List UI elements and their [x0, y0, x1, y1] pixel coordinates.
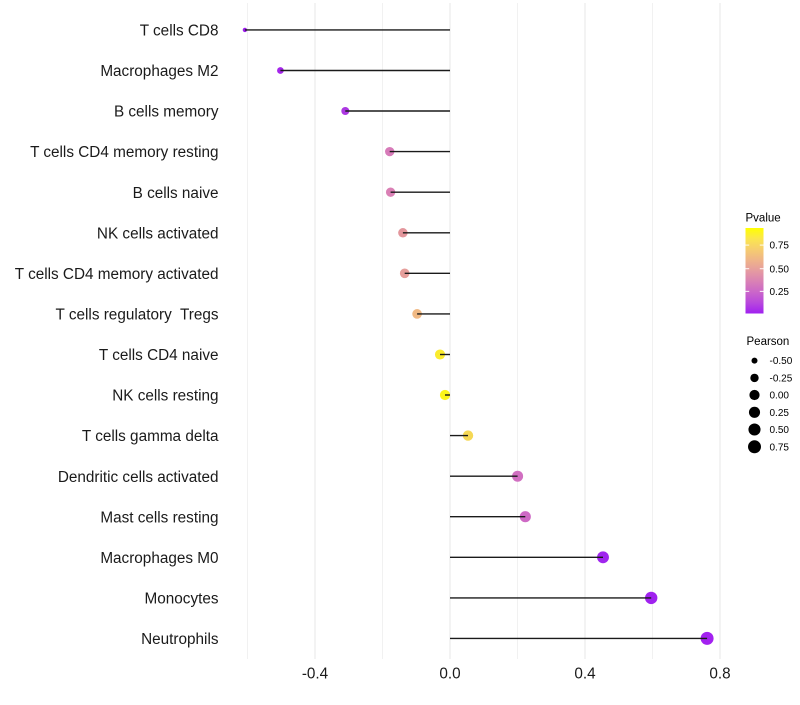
svg-text:0.00: 0.00: [770, 391, 790, 402]
svg-text:T cells regulatory Tregs: T cells regulatory Tregs: [56, 307, 219, 324]
svg-text:-0.4: -0.4: [302, 666, 329, 683]
svg-text:0.75: 0.75: [770, 241, 790, 252]
svg-text:B cells naive: B cells naive: [133, 185, 219, 202]
svg-text:B cells memory: B cells memory: [114, 104, 219, 121]
svg-text:-0.50: -0.50: [770, 356, 793, 367]
svg-text:Monocytes: Monocytes: [145, 591, 219, 608]
svg-text:NK cells resting: NK cells resting: [112, 388, 218, 405]
svg-text:Dendritic cells activated: Dendritic cells activated: [58, 469, 219, 486]
svg-text:T cells CD4 memory resting: T cells CD4 memory resting: [30, 144, 218, 161]
svg-text:0.75: 0.75: [770, 442, 790, 453]
svg-text:0.50: 0.50: [770, 264, 790, 275]
svg-text:0.0: 0.0: [439, 666, 460, 683]
svg-text:-0.25: -0.25: [770, 374, 793, 385]
svg-text:Macrophages M2: Macrophages M2: [100, 63, 218, 80]
svg-text:NK cells activated: NK cells activated: [97, 225, 219, 242]
svg-text:0.25: 0.25: [770, 408, 790, 419]
svg-text:T cells CD4 memory activated: T cells CD4 memory activated: [15, 266, 219, 283]
svg-text:T cells CD4 naive: T cells CD4 naive: [99, 347, 219, 364]
svg-text:0.25: 0.25: [770, 287, 790, 298]
svg-text:0.4: 0.4: [574, 666, 596, 683]
svg-text:Macrophages M0: Macrophages M0: [100, 550, 218, 567]
svg-text:T cells gamma delta: T cells gamma delta: [82, 428, 219, 445]
svg-text:Pvalue: Pvalue: [746, 213, 781, 225]
svg-text:0.50: 0.50: [770, 425, 790, 436]
svg-text:Mast cells resting: Mast cells resting: [100, 509, 218, 526]
svg-text:0.8: 0.8: [709, 666, 730, 683]
svg-text:T cells CD8: T cells CD8: [140, 23, 219, 40]
svg-text:Neutrophils: Neutrophils: [141, 631, 219, 648]
svg-text:Pearson: Pearson: [747, 336, 790, 348]
